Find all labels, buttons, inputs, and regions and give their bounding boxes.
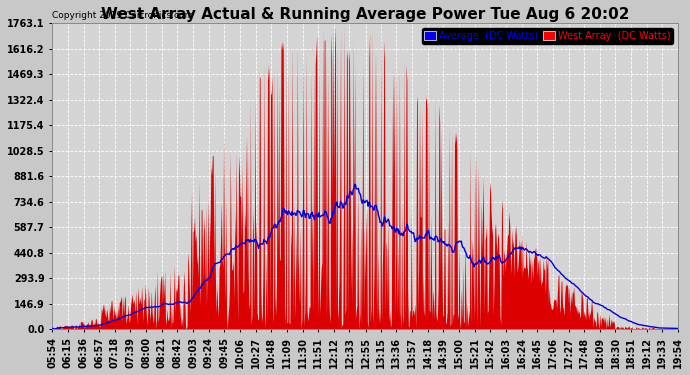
Legend: Average  (DC Watts), West Array  (DC Watts): Average (DC Watts), West Array (DC Watts… [422, 28, 673, 44]
Text: Copyright 2019 Cartronics.com: Copyright 2019 Cartronics.com [52, 11, 193, 20]
Title: West Array Actual & Running Average Power Tue Aug 6 20:02: West Array Actual & Running Average Powe… [101, 7, 629, 22]
